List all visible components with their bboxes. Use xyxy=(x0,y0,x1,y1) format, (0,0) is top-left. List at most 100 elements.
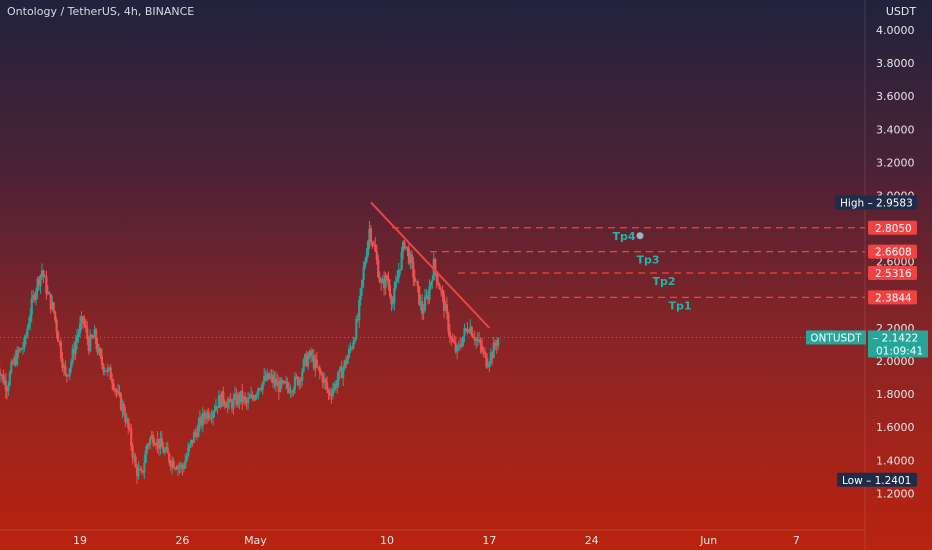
candle-body xyxy=(52,302,55,312)
candle-body xyxy=(486,365,489,368)
candle-body xyxy=(426,295,430,301)
candle-body xyxy=(115,389,118,393)
candle-body xyxy=(472,336,475,338)
target-label: Tp3 xyxy=(636,254,659,267)
candle-body xyxy=(261,381,264,390)
candle-body xyxy=(435,270,438,282)
candle-body xyxy=(366,241,370,256)
y-tick-label: 1.8000 xyxy=(876,388,915,401)
candle-body xyxy=(59,342,63,359)
candle-body xyxy=(482,351,485,353)
candle-body xyxy=(49,294,52,310)
candle-body xyxy=(309,351,313,356)
candle-body xyxy=(337,370,340,381)
candle-body xyxy=(168,453,171,463)
resistance-price-label: 2.8050 xyxy=(875,223,912,235)
candle-body xyxy=(39,274,42,286)
candle-body xyxy=(248,397,251,399)
symbol-badge xyxy=(806,330,866,345)
resistance-price-badge xyxy=(868,266,917,281)
candle-body xyxy=(342,368,345,379)
candle-body xyxy=(152,435,155,443)
candle-body xyxy=(480,345,484,352)
candle-body xyxy=(121,404,124,411)
candle-body xyxy=(457,344,460,347)
candle-body xyxy=(396,278,399,282)
candle-body xyxy=(478,339,481,341)
trend-line xyxy=(370,201,491,329)
candle-body xyxy=(203,412,206,418)
candle-body xyxy=(460,345,463,347)
candle-body xyxy=(27,323,30,329)
candle-body xyxy=(113,389,117,391)
candle-body xyxy=(356,318,359,320)
candle-body xyxy=(492,342,495,359)
candle-body xyxy=(185,456,188,461)
candle-body xyxy=(469,327,472,332)
candle-body xyxy=(312,355,316,369)
candle-body xyxy=(23,337,26,348)
candle-body xyxy=(241,390,244,402)
candle-body xyxy=(242,396,245,402)
candle-body xyxy=(182,468,185,470)
candle-body xyxy=(70,361,73,369)
high-label: High – 2.9583 xyxy=(840,197,913,209)
candle-body xyxy=(173,468,177,470)
candle-body xyxy=(84,325,87,329)
candle-body xyxy=(343,360,346,369)
resistance-price-label: 2.6608 xyxy=(875,247,912,259)
candle-body xyxy=(292,389,295,393)
candle-body xyxy=(358,299,361,320)
candle-body xyxy=(29,314,32,324)
candle-body xyxy=(105,370,108,372)
y-tick-label: 4.0000 xyxy=(876,24,915,37)
candle-body xyxy=(206,411,209,419)
candle-body xyxy=(466,329,469,333)
candle-body xyxy=(249,394,253,398)
candle-body xyxy=(65,374,68,376)
candle-body xyxy=(479,339,482,346)
candle-body xyxy=(58,341,61,343)
candle-body xyxy=(30,298,33,315)
candle-body xyxy=(365,255,368,262)
candle-body xyxy=(40,270,44,275)
current-price-badge xyxy=(868,330,928,358)
candle-body xyxy=(97,348,101,353)
candle-body xyxy=(0,374,3,376)
candle-body xyxy=(71,348,74,362)
candle-body xyxy=(320,372,323,375)
candle-body xyxy=(210,417,213,419)
candle-body xyxy=(368,228,371,242)
y-tick-label: 3.8000 xyxy=(876,57,915,70)
candle-body xyxy=(325,382,329,390)
candle-body xyxy=(413,277,416,282)
candle-body xyxy=(346,357,349,365)
candle-body xyxy=(54,311,57,320)
candle-body xyxy=(86,328,89,340)
candle-body xyxy=(421,301,424,314)
candle-body xyxy=(388,285,392,297)
candle-body xyxy=(169,462,172,467)
candle-body xyxy=(402,241,405,252)
candle-body xyxy=(483,351,487,354)
candle-body xyxy=(16,349,19,365)
candle-body xyxy=(454,342,457,352)
low-label: Low – 1.2401 xyxy=(842,475,911,487)
x-tick-label: 17 xyxy=(482,534,496,547)
candle-body xyxy=(274,378,278,386)
candle-body xyxy=(377,259,380,278)
candle-body xyxy=(451,339,454,342)
candle-body xyxy=(90,335,93,338)
candle-body xyxy=(108,367,111,369)
y-tick-label: 3.4000 xyxy=(876,123,915,136)
candle-body xyxy=(128,427,131,429)
candle-body xyxy=(475,338,478,341)
candle-body xyxy=(18,348,22,352)
candle-body xyxy=(125,418,128,422)
candle-body xyxy=(434,258,437,271)
candle-body xyxy=(251,394,254,398)
candle-body xyxy=(450,337,453,340)
high-badge xyxy=(835,195,917,210)
candle-body xyxy=(7,385,10,392)
